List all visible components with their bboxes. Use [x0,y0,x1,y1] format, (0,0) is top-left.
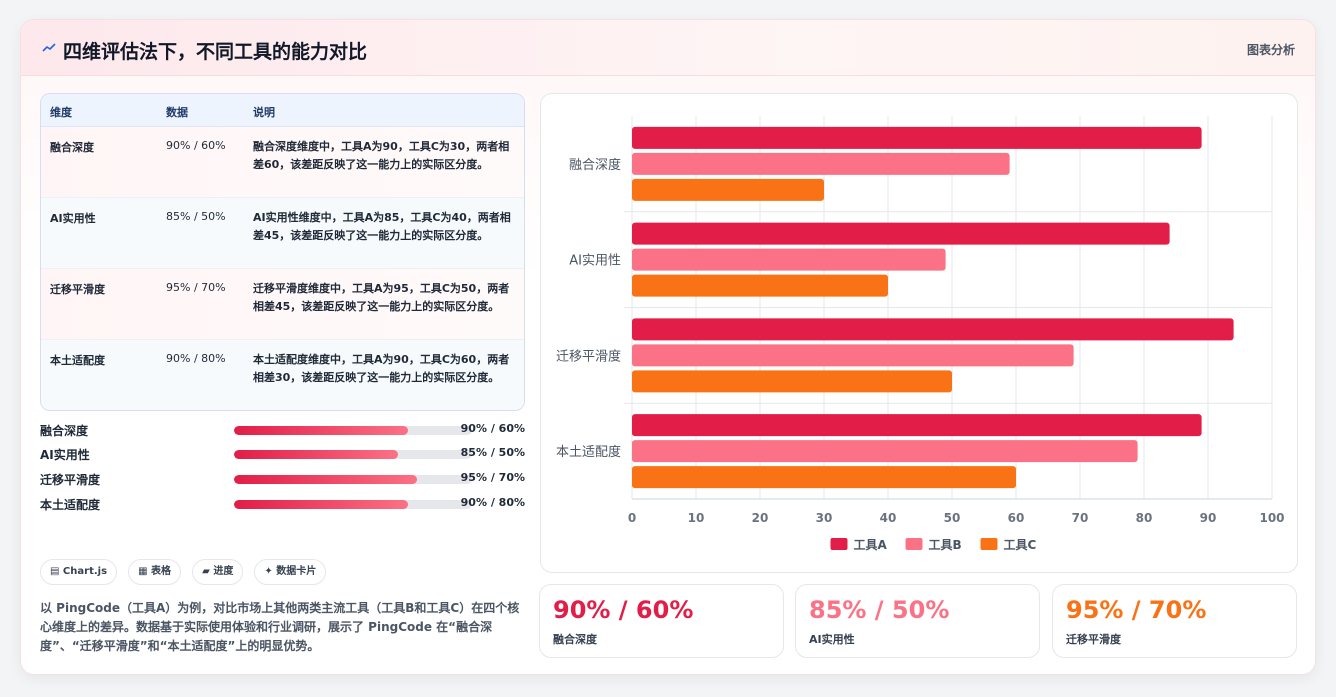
legend-label: 工具A [854,538,888,552]
tag-list: ▤ Chart.js ▦ 表格 ▰ 进度 ✦ 数据卡片 [40,559,332,587]
progress-item: 本土适配度 90% / 80% [40,496,525,512]
stat-card: 85% / 50% AI实用性 [795,584,1040,658]
progress-track [234,450,472,459]
tag-chartjs[interactable]: ▤ Chart.js [40,559,118,585]
progress-label: 本土适配度 [40,498,101,512]
progress-label: 融合深度 [40,424,89,438]
progress-track [234,475,472,484]
progress-value: 95% / 70% [460,471,525,484]
bar [632,370,952,393]
y-tick-label: 融合深度 [569,157,621,173]
y-tick-label: AI实用性 [569,254,621,269]
chart-container: 0 10 20 30 40 50 60 70 80 90 100 融合深度 AI实用性迁移平滑度本土适配… [540,93,1298,573]
stat-label: AI实用性 [809,633,855,646]
cell-data: 90% / 80% [166,352,226,365]
x-tick-label: 90 [1200,511,1217,525]
bar [632,440,1138,463]
x-tick-label: 50 [944,511,961,525]
x-tick-label: 0 [628,511,636,525]
cell-data: 95% / 70% [166,281,226,294]
bar [632,248,946,271]
progress-track [234,426,472,435]
stat-card: 95% / 70% 迁移平滑度 [1052,584,1297,658]
progress-fill [234,500,408,509]
progress-fill [234,426,408,435]
x-tick-label: 60 [1008,511,1025,525]
legend-label: 工具B [929,538,962,552]
bar [632,178,824,201]
bar [632,414,1202,437]
x-tick-label: 20 [752,511,769,525]
data-table: 维度 数据 说明 融合深度 90% / 60% 融合深度维度中，工具A为90，工… [40,93,525,411]
cell-description: 迁移平滑度维度中，工具A为95，工具C为50，两者相差45，该差距反映了这一能力… [253,282,510,313]
table-header: 维度 数据 说明 [41,94,524,127]
bar [632,152,1010,175]
progress-label: AI实用性 [40,448,90,462]
table-row: AI实用性 85% / 50% AI实用性维度中，工具A为85，工具C为40，两… [41,198,524,269]
legend-swatch [830,538,848,550]
progress-track [234,500,472,509]
progress-value: 90% / 80% [460,496,525,509]
cell-description: 融合深度维度中，工具A为90，工具C为30，两者相差60，该差距反映了这一能力上… [253,140,510,171]
table-row: 迁移平滑度 95% / 70% 迁移平滑度维度中，工具A为95，工具C为50，两… [41,269,524,340]
col-header-data: 数据 [166,106,188,119]
legend-swatch [905,538,923,550]
y-tick-label: 迁移平滑度 [556,348,621,364]
x-tick-label: 30 [816,511,833,525]
progress-item: AI实用性 85% / 50% [40,446,525,462]
description-text: 以 PingCode（工具A）为例，对比市场上其他两类主流工具（工具B和工具C）… [40,601,520,653]
progress-fill [234,450,399,459]
stat-label: 迁移平滑度 [1066,633,1121,646]
progress-label: 迁移平滑度 [40,473,101,487]
col-header-dimension: 维度 [50,106,72,119]
tag-data-card[interactable]: ✦ 数据卡片 [254,559,327,585]
tag-table[interactable]: ▦ 表格 [128,559,182,585]
bar-chart: 0 10 20 30 40 50 60 70 80 90 100 融合深度 AI实用性迁移平滑度本土适配… [556,116,1285,552]
cell-dimension: AI实用性 [50,212,96,225]
bar [632,274,888,297]
x-tick-label: 10 [688,511,705,525]
x-tick-label: 70 [1072,511,1089,525]
tag-progress[interactable]: ▰ 进度 [192,559,244,585]
col-header-description: 说明 [253,106,275,119]
y-tick-label: 本土适配度 [556,444,621,460]
bar [632,344,1074,367]
cell-description: 本土适配度维度中，工具A为90，工具C为60，两者相差30，该差距反映了这一能力… [253,353,510,384]
bar [632,318,1234,341]
chart-analysis-label[interactable]: 图表分析 [1246,43,1295,57]
cell-data: 90% / 60% [166,139,226,152]
progress-value: 85% / 50% [460,446,525,459]
card-header: 四维评估法下，不同工具的能力对比 图表分析 [21,20,1315,76]
stat-card: 90% / 60% 融合深度 [539,584,784,658]
x-tick-label: 80 [1136,511,1153,525]
cell-dimension: 融合深度 [50,141,94,154]
page-title: 四维评估法下，不同工具的能力对比 [63,41,368,63]
table-row: 融合深度 90% / 60% 融合深度维度中，工具A为90，工具C为30，两者相… [41,127,524,198]
cell-description: AI实用性维度中，工具A为85，工具C为40，两者相差45，该差距反映了这一能力… [253,211,511,242]
progress-value: 90% / 60% [460,422,525,435]
cell-dimension: 迁移平滑度 [50,283,105,296]
progress-item: 融合深度 90% / 60% [40,422,525,438]
x-tick-label: 40 [880,511,897,525]
bar [632,222,1170,245]
stat-value: 85% / 50% [809,596,950,624]
cell-data: 85% / 50% [166,210,226,223]
cell-dimension: 本土适配度 [50,354,105,367]
main-card: 四维评估法下，不同工具的能力对比 图表分析 维度 数据 说明 融合深度 90% … [20,19,1316,675]
trend-icon [42,43,56,52]
stat-value: 90% / 60% [553,596,694,624]
x-tick-label: 100 [1259,511,1284,525]
progress-fill [234,475,418,484]
table-row: 本土适配度 90% / 80% 本土适配度维度中，工具A为90，工具C为60，两… [41,340,524,410]
legend-swatch [980,538,998,550]
bar [632,466,1016,489]
stat-value: 95% / 70% [1066,596,1207,624]
bar [632,126,1202,149]
legend-label: 工具C [1004,538,1037,552]
stat-label: 融合深度 [553,633,597,646]
progress-item: 迁移平滑度 95% / 70% [40,471,525,487]
